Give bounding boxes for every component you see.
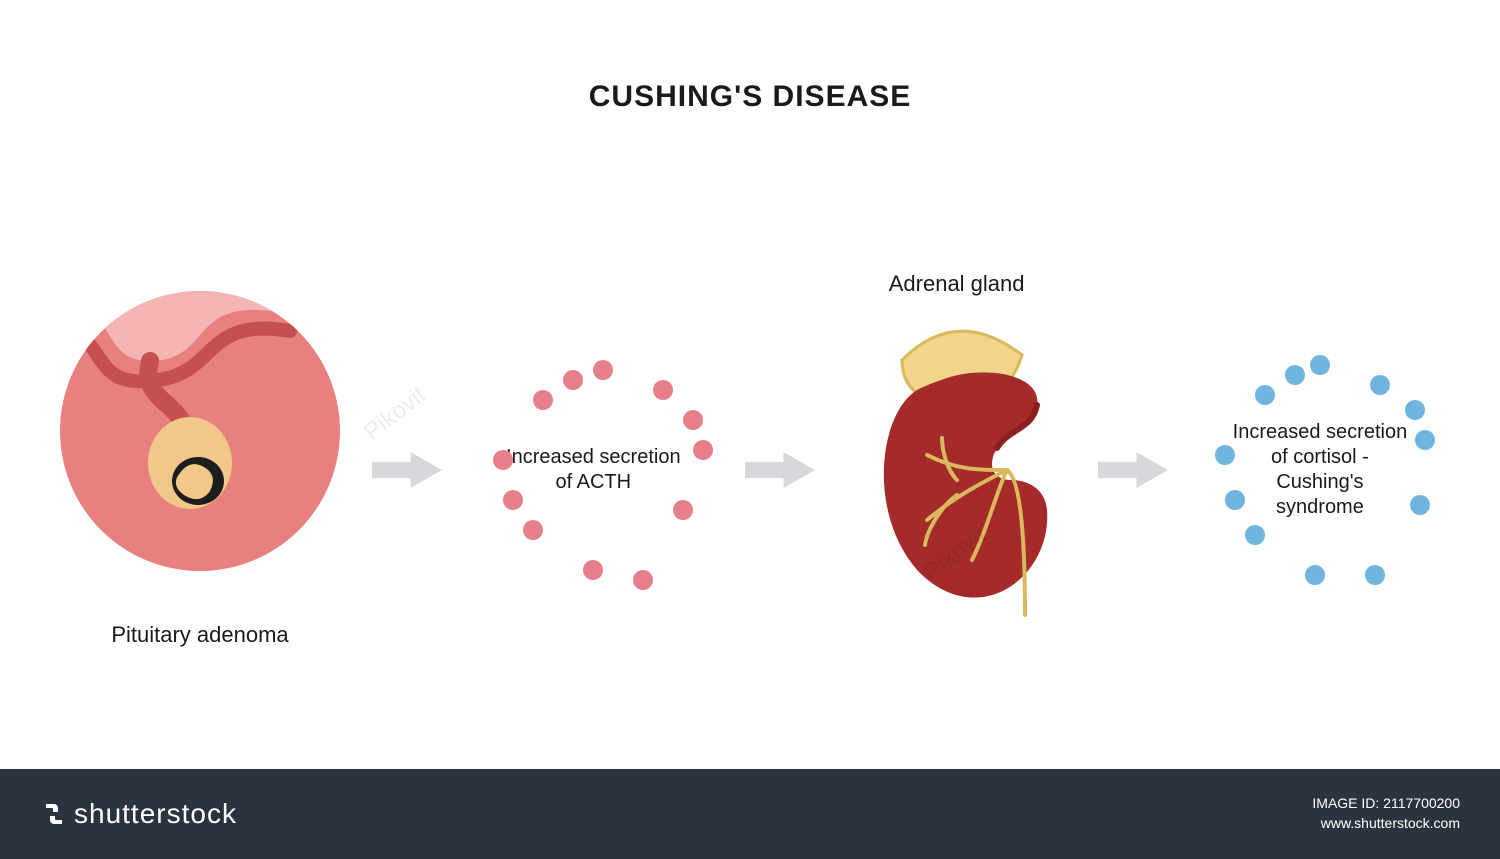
- hormone-dot: [563, 370, 583, 390]
- hormone-dot: [683, 410, 703, 430]
- hormone-dot: [1285, 365, 1305, 385]
- hormone-dot: [673, 500, 693, 520]
- acth-block: Increased secretion of ACTH: [473, 350, 713, 590]
- arrow-icon: [1098, 452, 1168, 488]
- hormone-dot: [1370, 375, 1390, 395]
- pituitary-label: Pituitary adenoma: [111, 621, 288, 650]
- hormone-dot: [1225, 490, 1245, 510]
- hormone-dot: [503, 490, 523, 510]
- hormone-dot: [1305, 565, 1325, 585]
- footer-right: IMAGE ID: 2117700200 www.shutterstock.co…: [1312, 794, 1460, 833]
- hormone-dot: [1405, 400, 1425, 420]
- footer-bar: shutterstock IMAGE ID: 2117700200 www.sh…: [0, 769, 1500, 859]
- adrenal-label: Adrenal gland: [857, 270, 1057, 299]
- hormone-dot: [1365, 565, 1385, 585]
- footer-image-id: IMAGE ID: 2117700200: [1312, 794, 1460, 814]
- shutterstock-icon: [40, 800, 68, 828]
- arrow-icon: [745, 452, 815, 488]
- pituitary-illustration: [60, 291, 340, 571]
- arrow-icon: [372, 452, 442, 488]
- footer-logo: shutterstock: [40, 798, 237, 830]
- hormone-dot: [593, 360, 613, 380]
- hormone-dot: [1245, 525, 1265, 545]
- diagram-row: Pituitary adenoma Increased secretion of…: [60, 280, 1440, 660]
- hormone-dot: [1255, 385, 1275, 405]
- cortisol-dots: Increased secretion of cortisol - Cushin…: [1200, 350, 1440, 590]
- footer-site: www.shutterstock.com: [1312, 814, 1460, 834]
- hormone-dot: [653, 380, 673, 400]
- hormone-dot: [1215, 445, 1235, 465]
- hormone-dot: [1310, 355, 1330, 375]
- hormone-dot: [523, 520, 543, 540]
- hormone-dot: [1410, 495, 1430, 515]
- hormone-dot: [633, 570, 653, 590]
- acth-dots: Increased secretion of ACTH: [473, 350, 713, 590]
- kidney-block: Adrenal gland: [847, 320, 1067, 620]
- cortisol-block: Increased secretion of cortisol - Cushin…: [1200, 350, 1440, 590]
- diagram-title: CUSHING'S DISEASE: [0, 80, 1500, 114]
- kidney-illustration: [847, 320, 1067, 620]
- hormone-dot: [533, 390, 553, 410]
- hormone-dot: [583, 560, 603, 580]
- hormone-dot: [693, 440, 713, 460]
- acth-label: Increased secretion of ACTH: [503, 445, 683, 495]
- cortisol-label: Increased secretion of cortisol - Cushin…: [1230, 420, 1410, 520]
- hormone-dot: [1415, 430, 1435, 450]
- footer-logo-text: shutterstock: [74, 798, 237, 830]
- pituitary-block: Pituitary adenoma: [60, 291, 340, 650]
